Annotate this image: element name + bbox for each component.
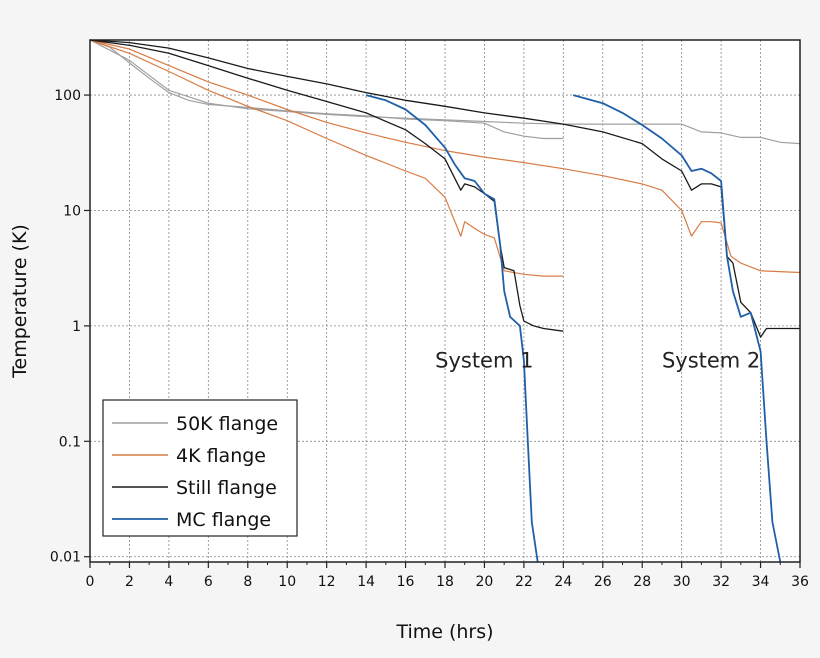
x-tick-label: 16 xyxy=(397,574,415,590)
series-line-still-flange xyxy=(89,39,800,338)
x-tick-label: 20 xyxy=(476,574,494,590)
series-layer xyxy=(89,39,801,563)
legend-label-50k-flange: 50K flange xyxy=(176,413,278,435)
y-tick-label: 0.01 xyxy=(50,550,81,566)
x-tick-label: 12 xyxy=(318,574,336,590)
series-line-still-flange xyxy=(89,39,564,332)
y-axis: 100 10 1 0.1 0.01 xyxy=(50,88,90,566)
series-line-50k-flange xyxy=(89,39,564,140)
series-line-mc-flange xyxy=(365,94,539,563)
x-tick-label: 10 xyxy=(278,574,296,590)
x-tick-label: 30 xyxy=(673,574,691,590)
annotation-system-2: System 2 xyxy=(662,349,760,373)
x-tick-label: 8 xyxy=(243,574,252,590)
series-line-mc-flange xyxy=(572,94,782,563)
x-tick-label: 18 xyxy=(436,574,454,590)
y-tick-label: 10 xyxy=(63,203,81,219)
x-tick-label: 0 xyxy=(86,574,95,590)
legend-label-still-flange: Still flange xyxy=(176,477,277,499)
y-tick-label: 1 xyxy=(72,319,81,335)
legend: 50K flange 4K flange Still flange MC fla… xyxy=(102,399,298,537)
x-tick-label: 36 xyxy=(791,574,809,590)
x-tick-label: 22 xyxy=(515,574,533,590)
series-line-4k-flange xyxy=(89,39,801,274)
x-tick-label: 26 xyxy=(594,574,612,590)
x-tick-label: 14 xyxy=(357,574,375,590)
x-tick-label: 2 xyxy=(125,574,134,590)
y-tick-label: 100 xyxy=(54,88,81,104)
x-tick-label: 6 xyxy=(204,574,213,590)
x-axis: 0 2 4 6 8 10 12 14 16 18 20 22 24 26 28 30 32 34 36 xyxy=(86,562,809,590)
grid xyxy=(90,40,800,562)
legend-label-4k-flange: 4K flange xyxy=(176,445,266,467)
x-tick-label: 24 xyxy=(554,574,572,590)
y-tick-label: 0.1 xyxy=(59,434,81,450)
x-axis-title: Time (hrs) xyxy=(395,621,493,643)
x-tick-label: 34 xyxy=(752,574,770,590)
x-tick-label: 32 xyxy=(712,574,730,590)
x-tick-label: 4 xyxy=(164,574,173,590)
annotation-system-1: System 1 xyxy=(435,349,533,373)
legend-label-mc-flange: MC flange xyxy=(176,509,271,531)
y-axis-title: Temperature (K) xyxy=(9,224,31,379)
series-line-50k-flange xyxy=(89,39,801,145)
x-tick-label: 28 xyxy=(633,574,651,590)
